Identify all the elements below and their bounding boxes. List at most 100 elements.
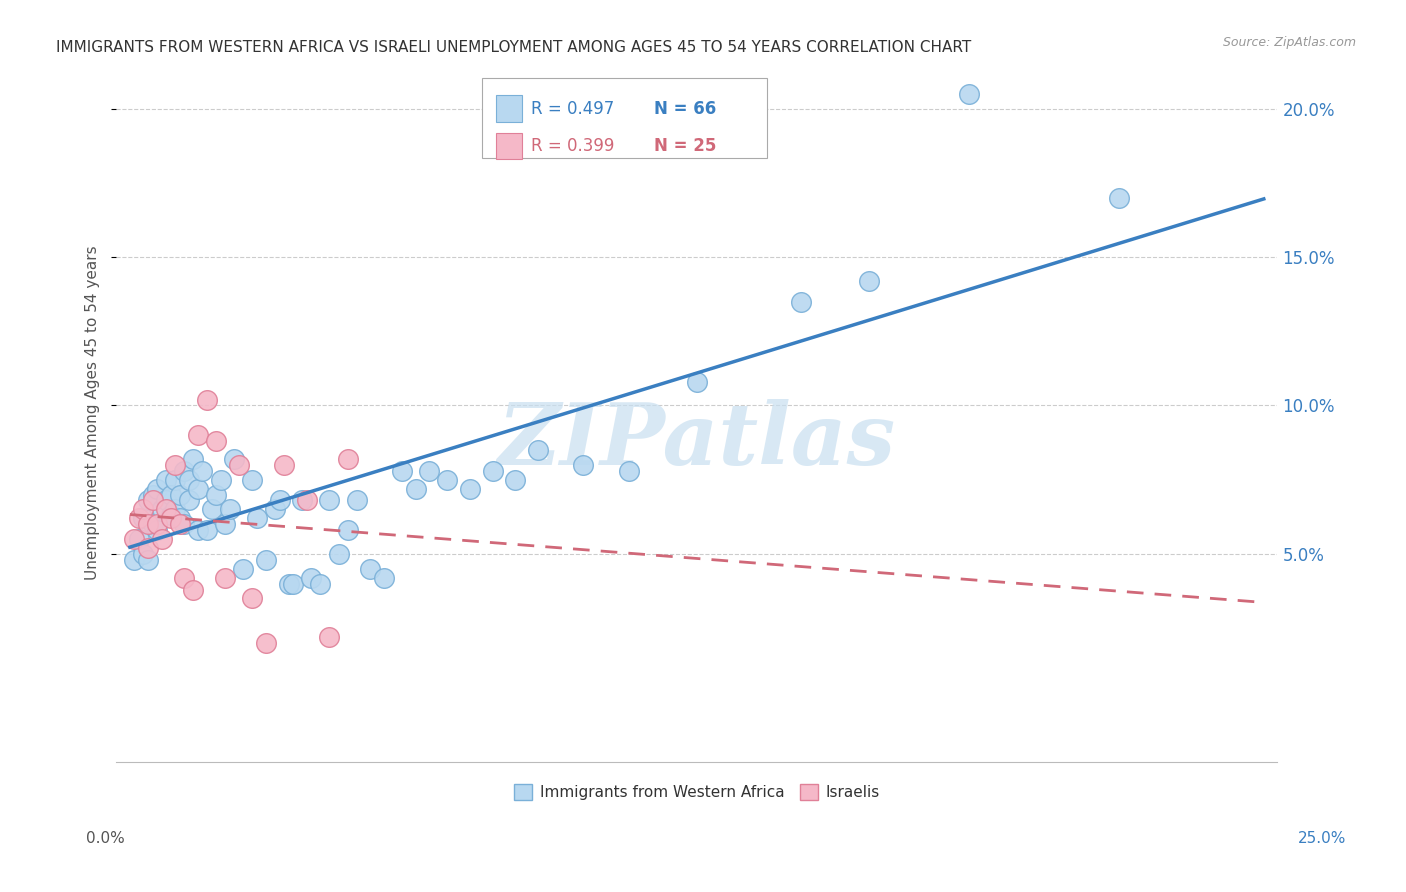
Point <box>264 502 287 516</box>
Point <box>142 487 165 501</box>
Point <box>165 473 187 487</box>
Point <box>254 553 277 567</box>
Point <box>124 532 146 546</box>
Point <box>291 493 314 508</box>
Point <box>150 502 173 516</box>
Point <box>436 473 458 487</box>
Point <box>957 87 980 101</box>
Point <box>132 511 155 525</box>
Point <box>205 434 228 449</box>
Point <box>187 482 209 496</box>
Point <box>132 547 155 561</box>
Point <box>136 517 159 532</box>
Point <box>858 274 880 288</box>
Point <box>205 487 228 501</box>
Point <box>481 464 503 478</box>
Point <box>136 493 159 508</box>
Point <box>146 517 169 532</box>
Point <box>155 473 177 487</box>
Point <box>183 451 205 466</box>
Point <box>228 458 250 472</box>
Point <box>318 630 340 644</box>
Text: N = 66: N = 66 <box>654 100 716 118</box>
Point <box>173 464 195 478</box>
Point <box>209 473 232 487</box>
Text: ZIPatlas: ZIPatlas <box>498 399 896 483</box>
Point <box>405 482 427 496</box>
Point <box>142 493 165 508</box>
Point <box>200 502 222 516</box>
Point <box>1108 191 1130 205</box>
Point <box>346 493 368 508</box>
Text: 25.0%: 25.0% <box>1298 831 1346 847</box>
Point <box>169 487 191 501</box>
Point <box>146 523 169 537</box>
Point <box>572 458 595 472</box>
Point <box>277 576 299 591</box>
Y-axis label: Unemployment Among Ages 45 to 54 years: Unemployment Among Ages 45 to 54 years <box>86 245 100 580</box>
Point <box>195 392 218 407</box>
Text: 0.0%: 0.0% <box>86 831 125 847</box>
Point <box>246 511 269 525</box>
Point <box>155 502 177 516</box>
Point <box>336 451 359 466</box>
Point <box>195 523 218 537</box>
FancyBboxPatch shape <box>482 78 766 158</box>
Point <box>527 443 550 458</box>
Point <box>124 553 146 567</box>
Point <box>169 511 191 525</box>
Point <box>214 571 236 585</box>
Point <box>142 517 165 532</box>
Point <box>146 482 169 496</box>
Point <box>128 511 150 525</box>
Point <box>214 517 236 532</box>
Point <box>173 517 195 532</box>
Point <box>165 502 187 516</box>
Point <box>505 473 527 487</box>
Text: R = 0.399: R = 0.399 <box>531 137 614 155</box>
Text: R = 0.497: R = 0.497 <box>531 100 614 118</box>
Point <box>373 571 395 585</box>
Point <box>187 428 209 442</box>
Text: N = 25: N = 25 <box>654 137 716 155</box>
Point <box>309 576 332 591</box>
Point <box>177 473 200 487</box>
Point <box>128 532 150 546</box>
Point <box>218 502 240 516</box>
Legend: Immigrants from Western Africa, Israelis: Immigrants from Western Africa, Israelis <box>508 778 886 806</box>
Point <box>150 532 173 546</box>
Point <box>240 591 263 606</box>
Point <box>686 375 709 389</box>
Point <box>173 571 195 585</box>
Point <box>391 464 413 478</box>
Point <box>183 582 205 597</box>
Point <box>165 458 187 472</box>
Point <box>155 493 177 508</box>
Point <box>617 464 640 478</box>
Point <box>269 493 291 508</box>
Point <box>136 541 159 555</box>
Point <box>177 493 200 508</box>
Point <box>136 553 159 567</box>
Point <box>232 562 254 576</box>
Point <box>295 493 318 508</box>
Point <box>191 464 214 478</box>
Point <box>283 576 305 591</box>
Point <box>418 464 440 478</box>
Point <box>359 562 381 576</box>
Point <box>299 571 322 585</box>
Point <box>254 636 277 650</box>
Point <box>132 502 155 516</box>
Point <box>224 451 246 466</box>
Point <box>187 523 209 537</box>
Point <box>336 523 359 537</box>
Text: IMMIGRANTS FROM WESTERN AFRICA VS ISRAELI UNEMPLOYMENT AMONG AGES 45 TO 54 YEARS: IMMIGRANTS FROM WESTERN AFRICA VS ISRAEL… <box>56 40 972 55</box>
FancyBboxPatch shape <box>496 95 522 122</box>
Point <box>790 294 813 309</box>
Point <box>159 511 181 525</box>
Point <box>273 458 295 472</box>
FancyBboxPatch shape <box>496 133 522 160</box>
Point <box>159 487 181 501</box>
Text: Source: ZipAtlas.com: Source: ZipAtlas.com <box>1223 36 1357 49</box>
Point <box>318 493 340 508</box>
